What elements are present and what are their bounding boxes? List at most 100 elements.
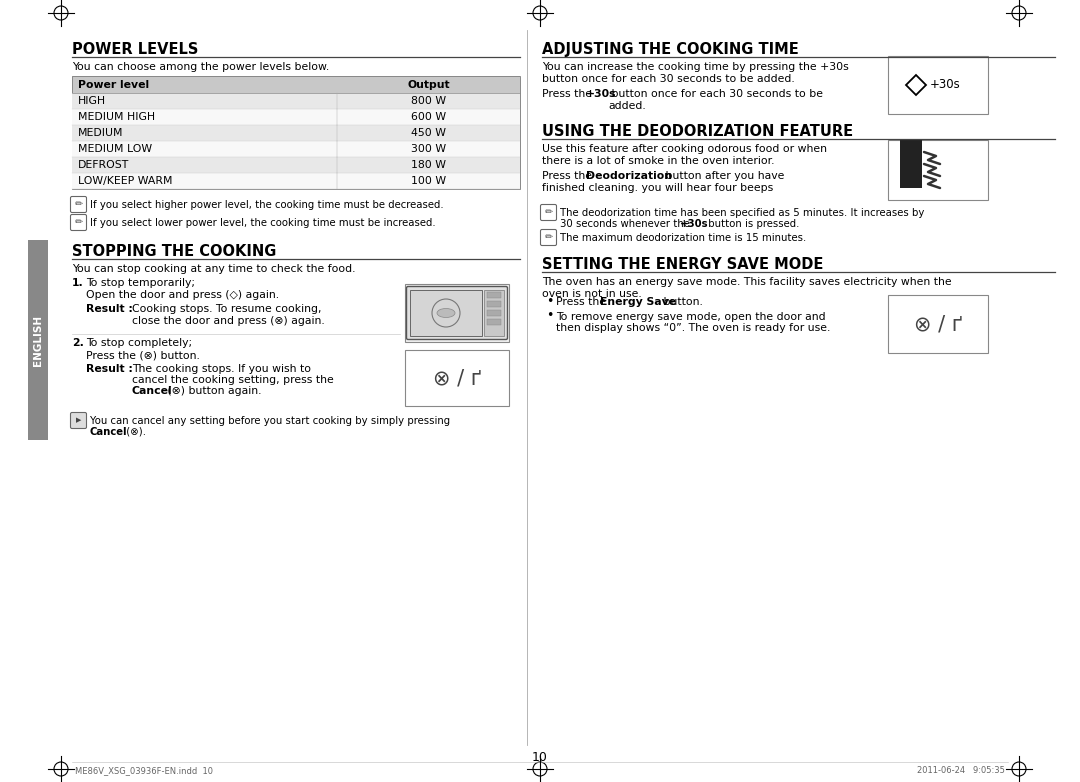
Text: ▶: ▶ xyxy=(76,417,81,423)
Text: cancel the cooking setting, press the: cancel the cooking setting, press the xyxy=(132,375,334,385)
Bar xyxy=(72,157,519,173)
Text: ⊗ / ґ: ⊗ / ґ xyxy=(914,314,962,334)
Text: Energy Save: Energy Save xyxy=(600,297,676,307)
Text: If you select higher power level, the cooking time must be decreased.: If you select higher power level, the co… xyxy=(90,200,444,210)
Text: button.: button. xyxy=(660,297,703,307)
Text: finished cleaning. you will hear four beeps: finished cleaning. you will hear four be… xyxy=(542,183,773,193)
Text: Power level: Power level xyxy=(78,80,149,89)
Bar xyxy=(487,301,501,307)
Text: 1.: 1. xyxy=(72,278,84,288)
Bar xyxy=(405,284,509,342)
Bar xyxy=(484,290,504,336)
Text: button after you have: button after you have xyxy=(662,171,784,181)
Text: then display shows “0”. The oven is ready for use.: then display shows “0”. The oven is read… xyxy=(556,323,831,333)
Bar xyxy=(72,76,519,189)
Text: ✏: ✏ xyxy=(75,199,82,209)
Text: The deodorization time has been specified as 5 minutes. It increases by: The deodorization time has been specifie… xyxy=(561,208,924,218)
Text: (⊗) button again.: (⊗) button again. xyxy=(164,386,261,396)
Bar xyxy=(72,93,519,109)
Bar xyxy=(72,173,519,189)
Text: 100 W: 100 W xyxy=(410,176,446,186)
Text: 2011-06-24   9:05:35: 2011-06-24 9:05:35 xyxy=(917,766,1005,775)
Bar xyxy=(888,140,988,200)
Text: +30s: +30s xyxy=(586,89,617,99)
Text: Cancel: Cancel xyxy=(90,427,127,437)
Text: button is pressed.: button is pressed. xyxy=(705,219,799,229)
Text: ✏: ✏ xyxy=(544,207,553,217)
Text: To stop completely;: To stop completely; xyxy=(86,338,192,348)
Text: +30s: +30s xyxy=(930,78,961,91)
Text: Cooking stops. To resume cooking,
close the door and press (⊗) again.: Cooking stops. To resume cooking, close … xyxy=(132,304,325,325)
Text: MEDIUM: MEDIUM xyxy=(78,128,123,138)
Bar xyxy=(72,141,519,157)
Text: You can cancel any setting before you start cooking by simply pressing: You can cancel any setting before you st… xyxy=(90,416,450,426)
Text: +30s: +30s xyxy=(680,219,708,229)
FancyBboxPatch shape xyxy=(540,229,556,246)
Text: You can choose among the power levels below.: You can choose among the power levels be… xyxy=(72,62,329,72)
Text: 10: 10 xyxy=(532,751,548,764)
Text: ✏: ✏ xyxy=(75,217,82,227)
Text: USING THE DEODORIZATION FEATURE: USING THE DEODORIZATION FEATURE xyxy=(542,124,853,139)
Text: POWER LEVELS: POWER LEVELS xyxy=(72,42,199,57)
Bar xyxy=(28,240,48,440)
Text: 450 W: 450 W xyxy=(411,128,446,138)
Text: ENGLISH: ENGLISH xyxy=(33,314,43,365)
Text: The maximum deodorization time is 15 minutes.: The maximum deodorization time is 15 min… xyxy=(561,233,807,243)
Bar xyxy=(487,292,501,298)
Text: STOPPING THE COOKING: STOPPING THE COOKING xyxy=(72,244,276,259)
Text: 180 W: 180 W xyxy=(411,160,446,170)
Bar xyxy=(405,350,509,406)
FancyBboxPatch shape xyxy=(70,196,86,213)
Bar xyxy=(888,295,988,353)
Text: Press the: Press the xyxy=(556,297,609,307)
Text: LOW/KEEP WARM: LOW/KEEP WARM xyxy=(78,176,173,186)
Text: The oven has an energy save mode. This facility saves electricity when the
oven : The oven has an energy save mode. This f… xyxy=(542,277,951,299)
Text: You can increase the cooking time by pressing the +30s
button once for each 30 s: You can increase the cooking time by pre… xyxy=(542,62,849,84)
Bar xyxy=(487,319,501,325)
Bar xyxy=(888,56,988,114)
Text: 800 W: 800 W xyxy=(410,96,446,106)
Text: HIGH: HIGH xyxy=(78,96,106,106)
Text: Press the: Press the xyxy=(542,89,595,99)
Ellipse shape xyxy=(437,309,455,317)
Text: button once for each 30 seconds to be
added.: button once for each 30 seconds to be ad… xyxy=(608,89,823,110)
Text: Result :: Result : xyxy=(86,364,133,374)
FancyBboxPatch shape xyxy=(406,286,508,339)
Text: ME86V_XSG_03936F-EN.indd  10: ME86V_XSG_03936F-EN.indd 10 xyxy=(75,766,213,775)
Text: Press the (⊗) button.: Press the (⊗) button. xyxy=(86,350,200,360)
Text: Open the door and press (◇) again.: Open the door and press (◇) again. xyxy=(86,290,279,300)
Text: 600 W: 600 W xyxy=(410,112,446,122)
Text: To stop temporarily;: To stop temporarily; xyxy=(86,278,195,288)
Text: To remove energy save mode, open the door and: To remove energy save mode, open the doo… xyxy=(556,312,825,322)
Text: If you select lower power level, the cooking time must be increased.: If you select lower power level, the coo… xyxy=(90,218,435,228)
FancyBboxPatch shape xyxy=(540,205,556,221)
Text: ADJUSTING THE COOKING TIME: ADJUSTING THE COOKING TIME xyxy=(542,42,799,57)
Bar xyxy=(487,310,501,316)
Text: 300 W: 300 W xyxy=(410,144,446,154)
Text: ⊗ / ґ: ⊗ / ґ xyxy=(433,368,482,388)
Text: The cooking stops. If you wish to: The cooking stops. If you wish to xyxy=(132,364,311,374)
Text: Cancel: Cancel xyxy=(132,386,173,396)
Bar xyxy=(72,109,519,125)
Text: Result :: Result : xyxy=(86,304,133,314)
Text: •: • xyxy=(546,310,553,322)
Text: Output: Output xyxy=(407,80,449,89)
Bar xyxy=(72,125,519,141)
Text: You can stop cooking at any time to check the food.: You can stop cooking at any time to chec… xyxy=(72,264,355,274)
Text: 30 seconds whenever the: 30 seconds whenever the xyxy=(561,219,693,229)
Text: 2.: 2. xyxy=(72,338,84,348)
Text: Deodorization: Deodorization xyxy=(586,171,672,181)
Text: ✏: ✏ xyxy=(544,232,553,242)
Bar xyxy=(410,290,482,336)
Text: SETTING THE ENERGY SAVE MODE: SETTING THE ENERGY SAVE MODE xyxy=(542,257,823,272)
Text: (⊗).: (⊗). xyxy=(123,427,146,437)
Text: MEDIUM HIGH: MEDIUM HIGH xyxy=(78,112,156,122)
Text: Use this feature after cooking odorous food or when
there is a lot of smoke in t: Use this feature after cooking odorous f… xyxy=(542,144,827,166)
Text: DEFROST: DEFROST xyxy=(78,160,130,170)
Text: •: • xyxy=(546,295,553,307)
Text: MEDIUM LOW: MEDIUM LOW xyxy=(78,144,152,154)
Bar xyxy=(72,76,519,93)
Bar xyxy=(900,140,922,188)
FancyBboxPatch shape xyxy=(70,412,86,429)
FancyBboxPatch shape xyxy=(70,214,86,231)
